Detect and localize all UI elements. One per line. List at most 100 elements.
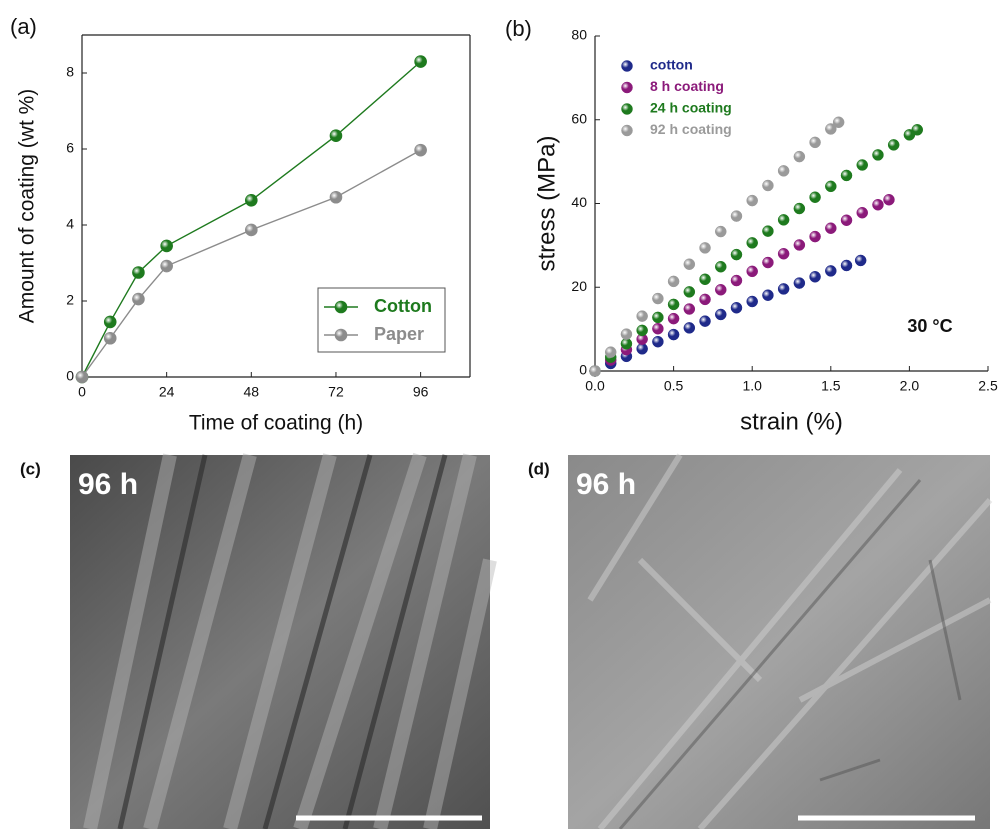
x-tick-label: 2.0 [900,378,920,394]
y-tick-label: 20 [571,278,587,294]
point [621,338,632,349]
y-tick-label: 8 [66,64,74,80]
y-axis-title: stress (MPa) [533,135,560,271]
y-tick-label: 80 [571,27,587,43]
point [810,137,821,148]
legend-marker [622,61,633,72]
point [778,165,789,176]
point [684,259,695,270]
x-tick-label: 24 [159,384,175,400]
x-tick-label: 96 [413,384,429,400]
point [684,304,695,315]
y-axis-title: Amount of coating (wt %) [16,89,39,324]
x-tick-label: 48 [244,384,260,400]
point [778,214,789,225]
point [621,329,632,340]
panel-label: (a) [10,14,37,39]
panel-label: (b) [505,16,532,41]
point [161,260,173,272]
x-tick-label: 72 [328,384,344,400]
x-axis-title: Time of coating (h) [189,412,363,435]
point [652,336,663,347]
point [700,274,711,285]
point [700,316,711,327]
x-tick-label: 0 [78,384,86,400]
y-tick-label: 40 [571,194,587,210]
point [762,180,773,191]
point [700,294,711,305]
x-tick-label: 0.5 [664,378,684,394]
point [652,312,663,323]
point [415,144,427,156]
image-caption: 96 h [576,468,636,501]
point [245,224,257,236]
point [731,211,742,222]
point [810,271,821,282]
x-tick-label: 1.0 [742,378,762,394]
image-caption: 96 h [78,468,138,501]
point [762,257,773,268]
point [731,249,742,260]
point [857,159,868,170]
x-tick-label: 2.5 [978,378,998,394]
point [715,226,726,237]
legend-label: 8 h coating [650,78,724,94]
figure: (c) 96 h (d) 96 h (a)02448729602468Time … [0,0,1001,829]
point [330,191,342,203]
y-tick-label: 4 [66,216,74,232]
point [668,299,679,310]
legend-marker [622,104,633,115]
point [833,117,844,128]
point [700,242,711,253]
point [668,329,679,340]
point [778,283,789,294]
point [762,290,773,301]
point [855,255,866,266]
point [841,170,852,181]
point [245,194,257,206]
point [668,313,679,324]
point [794,278,805,289]
point [747,266,758,277]
legend-label: 92 h coating [650,121,732,137]
point [605,347,616,358]
point [637,325,648,336]
point [590,366,601,377]
legend-label: 24 h coating [650,100,732,116]
point [715,309,726,320]
point [810,231,821,242]
point [794,239,805,250]
panel-label: (c) [20,459,41,478]
legend-marker [622,125,633,136]
sem-image-d [568,455,990,829]
point [415,56,427,68]
point [132,293,144,305]
point [912,124,923,135]
legend-label: Paper [374,324,424,344]
point [825,265,836,276]
y-tick-label: 0 [579,362,587,378]
point [857,207,868,218]
point [794,151,805,162]
point [76,371,88,383]
annotation: 30 °C [907,316,952,336]
point [810,192,821,203]
point [652,293,663,304]
y-tick-label: 0 [66,368,74,384]
point [104,316,116,328]
point [668,276,679,287]
legend-label: cotton [650,57,693,73]
point [330,130,342,142]
point [747,237,758,248]
panel-label: (d) [528,459,550,478]
point [747,195,758,206]
point [872,199,883,210]
point [778,248,789,259]
point [652,323,663,334]
point [731,275,742,286]
x-tick-label: 0.0 [585,378,605,394]
point [731,302,742,313]
point [684,286,695,297]
point [825,181,836,192]
point [841,215,852,226]
